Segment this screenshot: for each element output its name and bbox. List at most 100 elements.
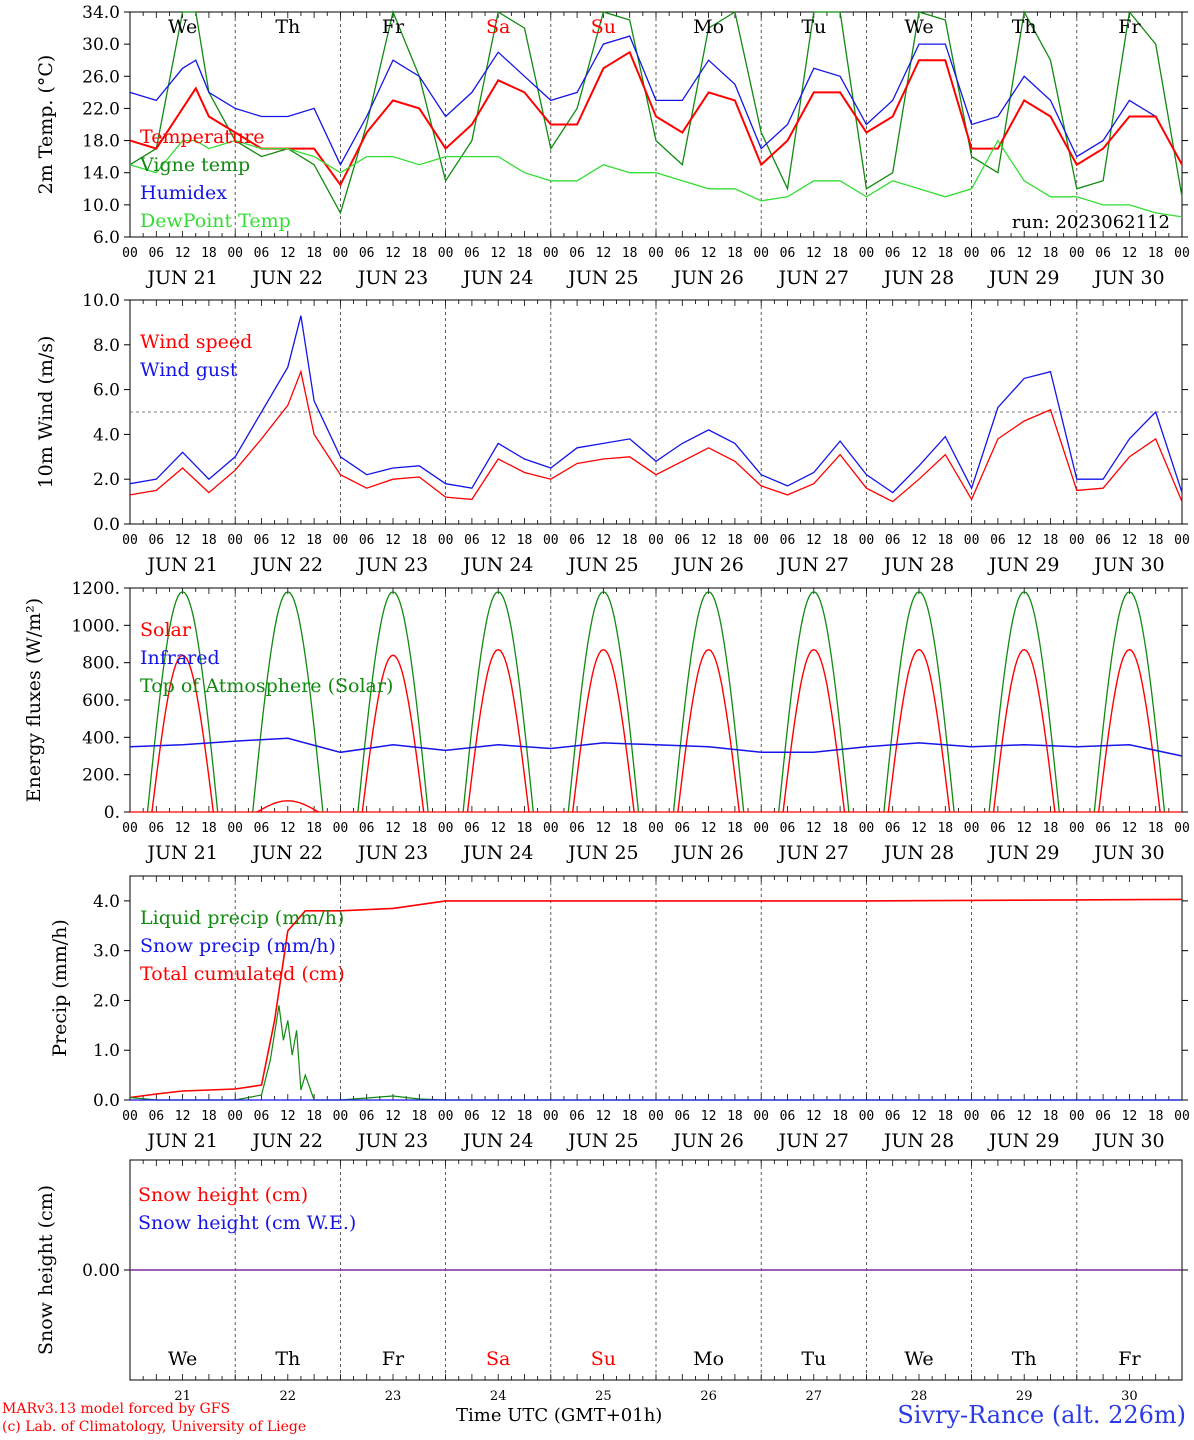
y-tick-label: 10.0: [82, 196, 120, 216]
hour-tick-label: 18: [1148, 821, 1164, 836]
day-label: JUN 30: [1092, 842, 1164, 864]
hour-tick-label: 12: [490, 1109, 506, 1124]
y-tick-label: 6.0: [93, 381, 120, 401]
hour-tick-label: 00: [438, 821, 454, 836]
weekday-label: Mo: [693, 16, 724, 38]
hour-tick-label: 18: [832, 821, 848, 836]
series-line-wind-gust: [129, 315, 1183, 494]
hour-tick-label: 06: [990, 821, 1006, 836]
hour-tick-label: 06: [464, 533, 480, 548]
hour-tick-label: 06: [674, 1109, 690, 1124]
toa-solar-curve: [567, 590, 640, 813]
hour-tick-label: 06: [674, 821, 690, 836]
day-number-label: 24: [490, 1389, 507, 1404]
hour-tick-label: 12: [806, 1109, 822, 1124]
hour-tick-label: 00: [227, 1109, 243, 1124]
hour-tick-label: 12: [175, 533, 191, 548]
weekday-label: Sa: [486, 16, 510, 38]
weekday-label: Tu: [801, 1348, 826, 1370]
series-line-dewpoint-temp: [129, 139, 1183, 218]
toa-solar-curve: [357, 590, 429, 813]
hour-tick-label: 06: [148, 533, 164, 548]
credit-line-1: MARv3.13 model forced by GFS: [2, 1401, 231, 1417]
hour-tick-label: 18: [622, 821, 638, 836]
hour-tick-label: 06: [885, 821, 901, 836]
y-tick-label: 3.0: [93, 942, 120, 962]
hour-tick-label: 00: [438, 246, 454, 261]
hour-tick-label: 00: [964, 821, 980, 836]
hour-tick-label: 00: [543, 246, 559, 261]
day-label: JUN 25: [566, 1130, 638, 1152]
solar-curve: [466, 648, 530, 813]
hour-tick-label: 12: [806, 821, 822, 836]
hour-tick-label: 18: [411, 533, 427, 548]
hour-tick-label: 06: [1095, 1109, 1111, 1124]
model-credit: MARv3.13 model forced by GFS (c) Lab. of…: [2, 1400, 306, 1436]
solar-curve: [361, 654, 425, 813]
hour-tick-label: 06: [569, 246, 585, 261]
hour-tick-label: 06: [359, 1109, 375, 1124]
weekday-label: We: [168, 1348, 197, 1370]
panel-frame: [129, 587, 1183, 813]
hour-tick-label: 00: [333, 1109, 349, 1124]
hour-tick-label: 06: [254, 533, 270, 548]
hour-tick-label: 00: [964, 1109, 980, 1124]
hour-tick-label: 00: [753, 821, 769, 836]
y-tick-label: 2.0: [93, 470, 120, 490]
day-label: JUN 29: [987, 842, 1059, 864]
weekday-label: Mo: [693, 1348, 724, 1370]
hour-tick-label: 18: [727, 533, 743, 548]
y-tick-label: 34.0: [82, 3, 120, 23]
hour-tick-label: 12: [1016, 1109, 1032, 1124]
hour-tick-label: 06: [885, 246, 901, 261]
day-label: JUN 26: [671, 842, 743, 864]
day-label: JUN 22: [251, 554, 323, 576]
hour-tick-label: 00: [122, 1109, 138, 1124]
hour-tick-label: 00: [543, 821, 559, 836]
y-tick-label: 22.0: [82, 99, 120, 119]
hour-tick-label: 06: [569, 1109, 585, 1124]
toa-solar-curve: [252, 590, 324, 813]
weekday-label: Th: [1012, 16, 1037, 38]
day-label: JUN 28: [882, 554, 954, 576]
hour-tick-label: 18: [832, 1109, 848, 1124]
hour-tick-label: 06: [990, 246, 1006, 261]
hour-tick-label: 12: [1016, 821, 1032, 836]
legend-entry: Temperature: [140, 126, 264, 148]
hour-tick-label: 18: [411, 246, 427, 261]
hour-tick-label: 00: [859, 821, 875, 836]
hour-tick-label: 18: [306, 246, 322, 261]
hour-tick-label: 12: [911, 246, 927, 261]
y-axis-label: Energy fluxes (W/m²): [23, 598, 45, 802]
hour-tick-label: 06: [674, 246, 690, 261]
hour-tick-label: 06: [148, 821, 164, 836]
hour-tick-label: 06: [990, 1109, 1006, 1124]
day-label: JUN 21: [145, 1130, 217, 1152]
hour-tick-label: 00: [227, 533, 243, 548]
day-label: JUN 27: [777, 267, 849, 289]
day-label: JUN 23: [356, 842, 428, 864]
y-tick-label: 2.0: [93, 991, 120, 1011]
hour-tick-label: 18: [306, 821, 322, 836]
hour-tick-label: 12: [385, 246, 401, 261]
hour-tick-label: 18: [622, 246, 638, 261]
hour-tick-label: 12: [490, 821, 506, 836]
hour-tick-label: 18: [517, 246, 533, 261]
y-tick-label: 8.0: [93, 336, 120, 356]
hour-tick-label: 00: [859, 1109, 875, 1124]
y-tick-label: 4.0: [93, 892, 120, 912]
hour-tick-label: 12: [701, 246, 717, 261]
hour-tick-label: 12: [596, 246, 612, 261]
hour-tick-label: 00: [438, 1109, 454, 1124]
hour-tick-label: 00: [1174, 246, 1190, 261]
hour-tick-label: 18: [937, 246, 953, 261]
hour-tick-label: 12: [280, 533, 296, 548]
hour-tick-label: 00: [648, 246, 664, 261]
y-tick-label: 30.0: [82, 35, 120, 55]
hour-tick-label: 00: [227, 821, 243, 836]
hour-tick-label: 18: [937, 533, 953, 548]
hour-tick-label: 00: [333, 821, 349, 836]
hour-tick-label: 12: [1122, 533, 1138, 548]
hour-tick-label: 18: [411, 1109, 427, 1124]
panel-frame: [129, 11, 1183, 238]
